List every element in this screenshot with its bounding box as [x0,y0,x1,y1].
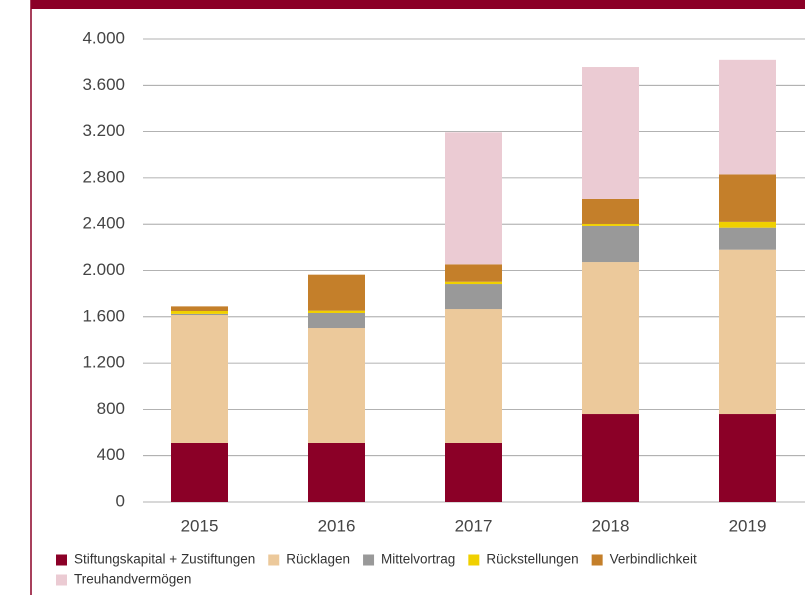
bar-segment [308,328,365,443]
y-tick-label: 3.600 [82,75,125,94]
bar-segment [582,223,639,226]
legend-swatch [363,554,375,566]
bar-segment [719,174,776,222]
y-tick-label: 2.400 [82,214,125,233]
y-tick-label: 3.200 [82,121,125,140]
bar-segment [719,249,776,415]
bar-segment [308,310,365,313]
bar-segment [308,442,365,502]
legend-swatch [268,554,280,566]
y-tick-label: 0 [116,491,125,510]
bar-segment [445,284,502,310]
header-bar [31,0,805,9]
x-tick-label: 2016 [318,516,356,535]
x-tick-label: 2019 [729,516,767,535]
bar-segment [171,311,228,314]
legend-label: Stiftungskapital + Zustiftungen [74,552,255,567]
bar-segment [171,442,228,502]
bar-segment [719,227,776,250]
y-tick-label: 800 [97,399,125,418]
y-tick-label: 400 [97,445,125,464]
legend-label: Mittelvortrag [381,552,455,567]
legend-label: Treuhandvermögen [74,572,191,587]
bar-segment [171,306,228,312]
y-tick-label: 2.800 [82,167,125,186]
bar-segment [582,262,639,415]
bar-segment [308,312,365,329]
bar-segment [582,414,639,502]
bar-segment [719,59,776,175]
bar-segment [582,67,639,199]
bar-segment [308,274,365,311]
bar-segment [719,414,776,502]
legend-swatch [56,554,67,566]
bar-segment [171,313,228,316]
bar-segment [445,442,502,502]
x-tick-label: 2018 [592,516,630,535]
legend-label: Rückstellungen [486,552,578,567]
x-tick-label: 2017 [455,516,493,535]
bar-segment [582,225,639,263]
legend-label: Rücklagen [286,552,350,567]
bar-segment [171,315,228,443]
x-tick-label: 2015 [181,516,219,535]
legend-swatch [591,554,603,566]
y-tick-label: 1.200 [82,353,125,372]
bar-segment [445,281,502,285]
legend-label: Verbindlichkeit [610,552,697,567]
legend-swatch [468,554,480,566]
y-tick-label: 4.000 [82,28,125,47]
bar-segment [445,264,502,282]
bar-segment [719,221,776,228]
y-tick-label: 2.000 [82,260,125,279]
y-tick-label: 1.600 [82,306,125,325]
bar-segment [582,198,639,224]
bar-segment [445,309,502,443]
bar-segment [445,132,502,265]
legend-swatch [56,574,67,586]
